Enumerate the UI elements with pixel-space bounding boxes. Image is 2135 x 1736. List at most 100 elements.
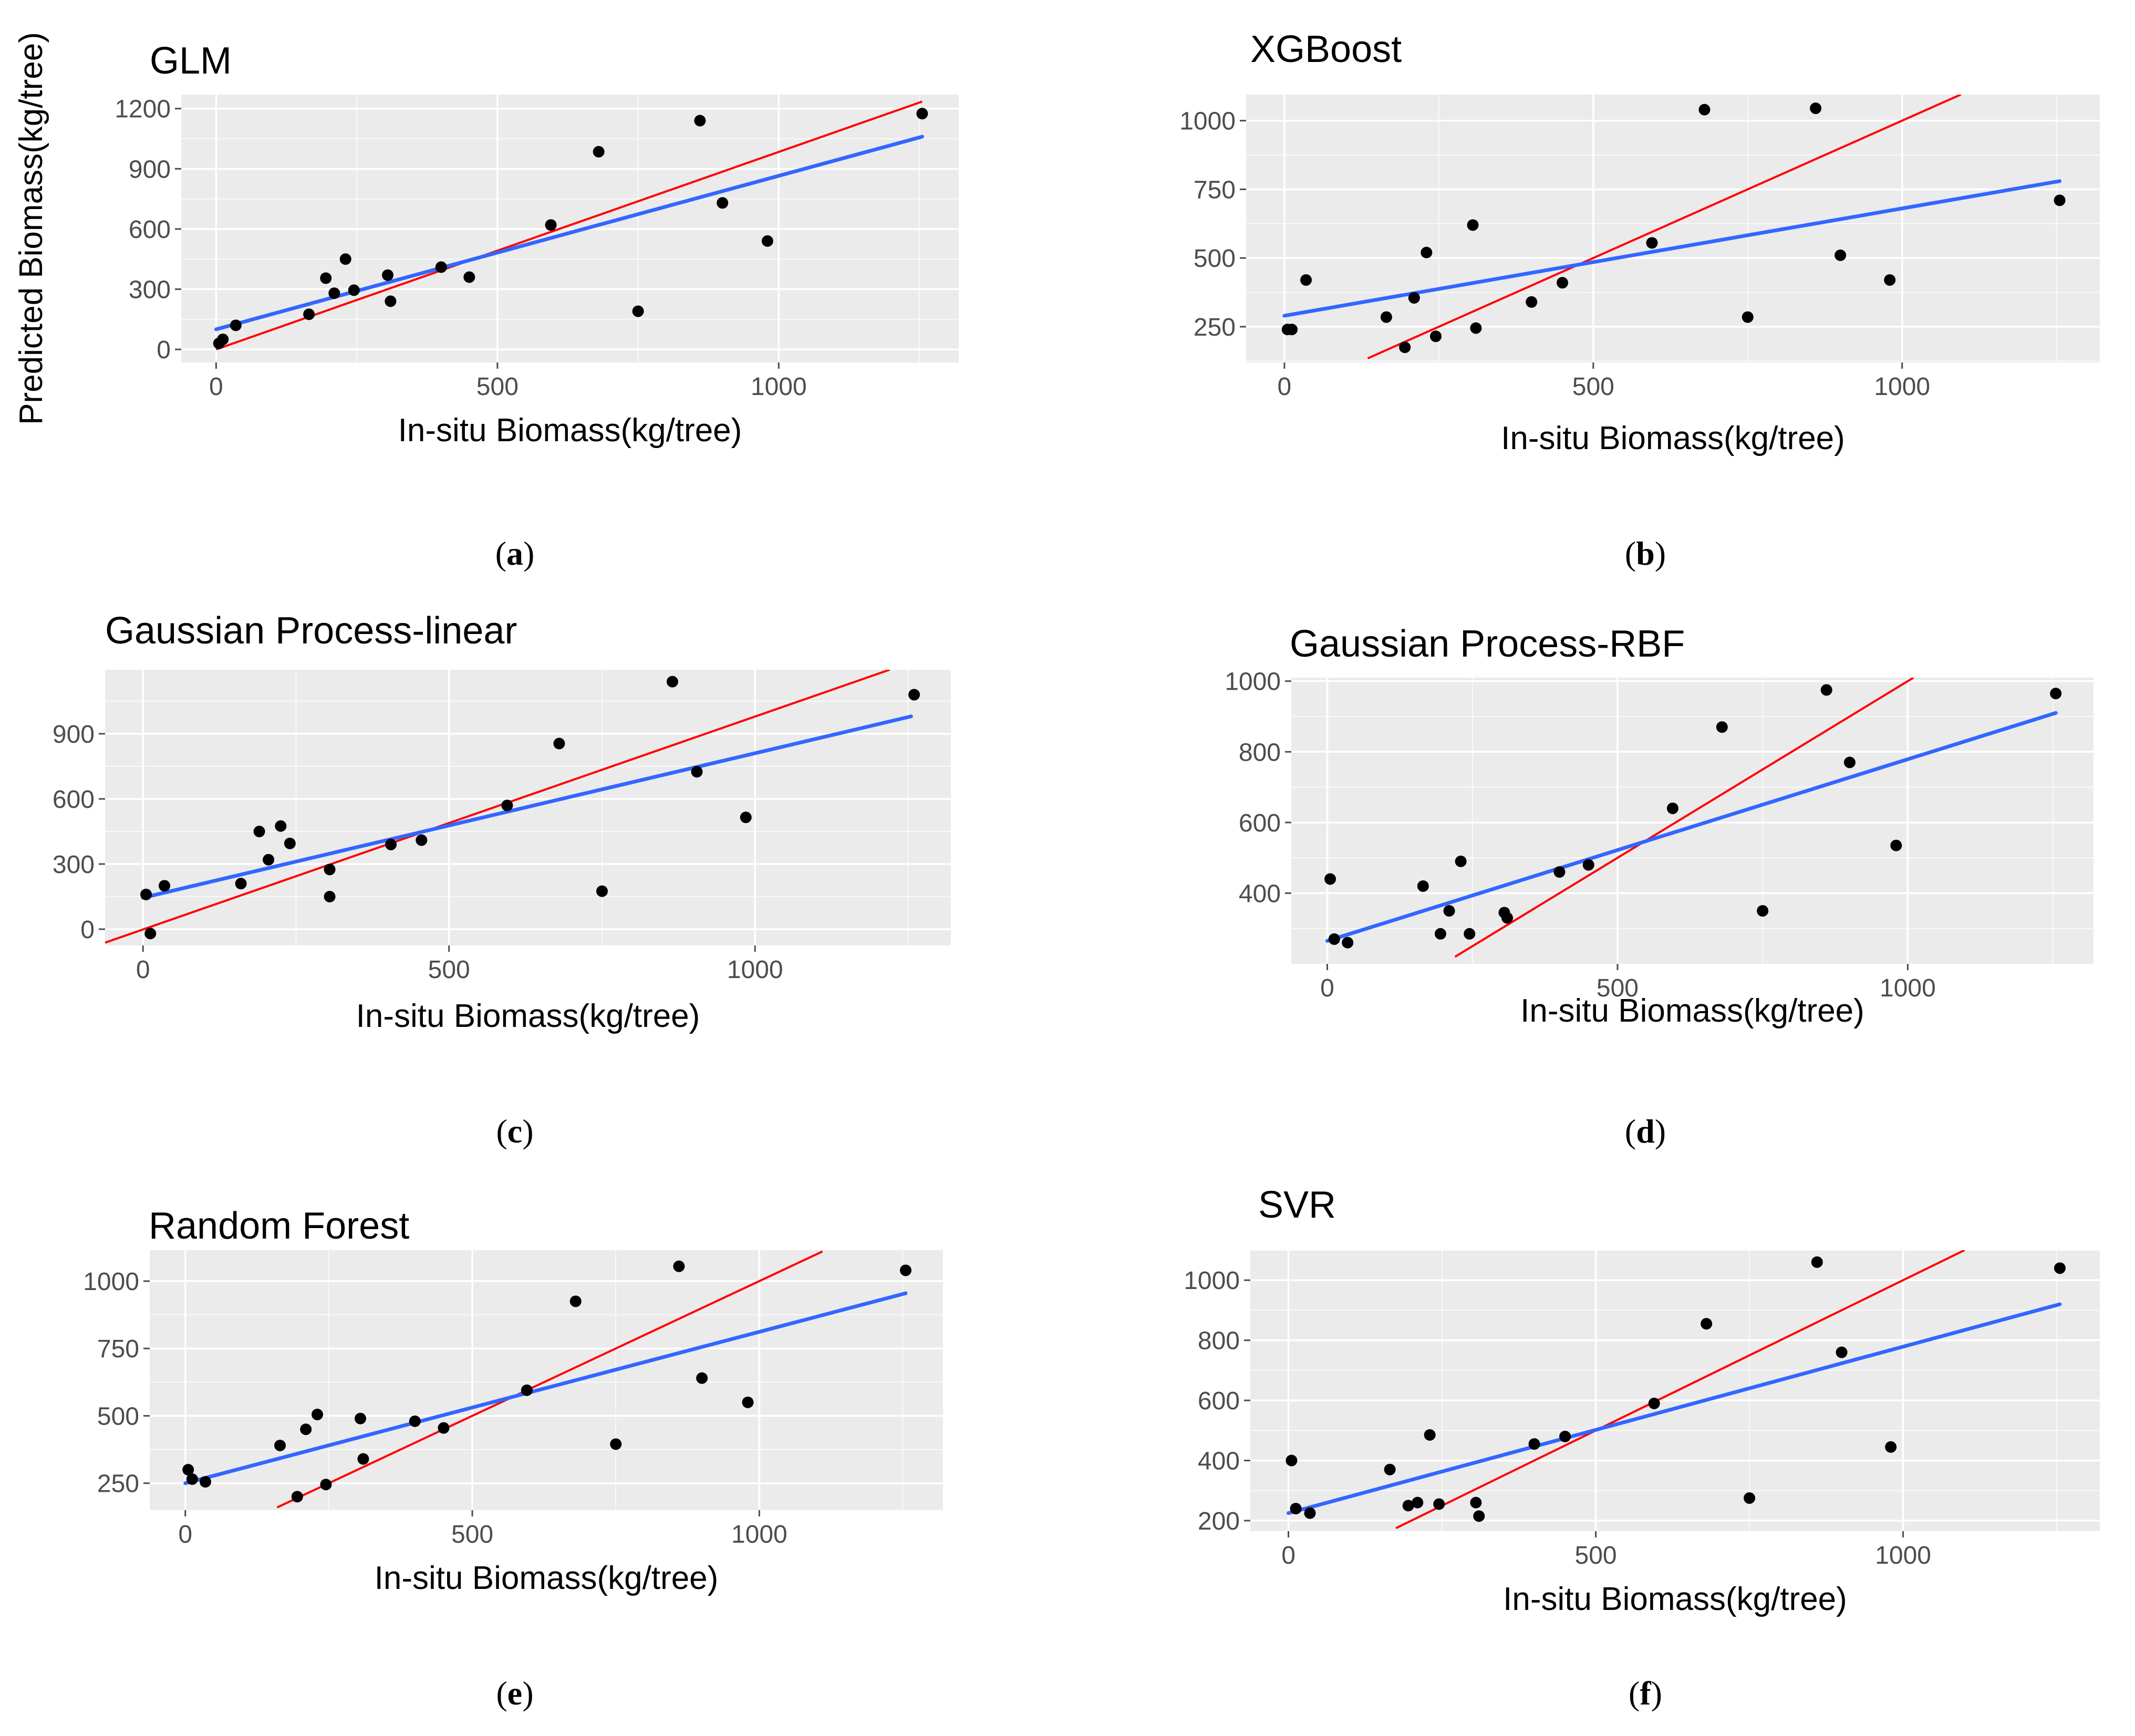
- y-tick-label: 500: [1194, 245, 1236, 273]
- data-point: [284, 837, 296, 849]
- x-tick-label: 500: [1597, 974, 1639, 1002]
- data-point: [1557, 277, 1569, 289]
- y-tick-label: 1200: [115, 96, 171, 123]
- data-point: [1716, 721, 1728, 733]
- data-point: [1342, 937, 1354, 949]
- data-point: [1666, 802, 1678, 814]
- x-tick-label: 500: [428, 956, 470, 984]
- panels-group: 0 500 1000 0 300 600 900 1200 GLM In-situ Biomass…: [13, 28, 2100, 1712]
- chart-panel-6: 0 500 1000 200 400 600 800 1000 SVR In-situ Bioma…: [1184, 1184, 2100, 1712]
- data-point: [596, 885, 608, 897]
- y-tick-label: 200: [1198, 1508, 1240, 1535]
- x-tick-label: 1000: [751, 373, 807, 401]
- data-point: [1434, 928, 1446, 940]
- x-axis-label: In-situ Biomass(kg/tree): [356, 998, 700, 1034]
- data-point: [1402, 1500, 1414, 1512]
- data-point: [1553, 866, 1566, 878]
- data-point: [1885, 1441, 1897, 1453]
- regression-line: [1287, 1302, 2062, 1515]
- y-tick-label: 600: [1198, 1387, 1240, 1415]
- plot-background: [1291, 678, 2093, 964]
- data-point: [438, 1422, 450, 1434]
- data-point: [291, 1491, 303, 1503]
- y-tick-label: 750: [97, 1335, 139, 1363]
- regression-line: [1325, 711, 2058, 943]
- x-axis-label: In-situ Biomass(kg/tree): [1520, 993, 1864, 1029]
- data-point: [1467, 219, 1479, 231]
- x-axis-label: In-situ Biomass(kg/tree): [375, 1560, 719, 1596]
- chart-title: XGBoost: [1250, 28, 1402, 70]
- lines-group: [1287, 1250, 2062, 1530]
- data-point: [1464, 928, 1476, 940]
- data-point: [1328, 933, 1340, 945]
- data-point: [545, 219, 557, 231]
- data-point: [1424, 1429, 1436, 1441]
- y-tick-label: 1000: [1179, 108, 1236, 136]
- data-point: [717, 197, 729, 209]
- panel-caption: (a): [495, 535, 535, 572]
- data-point: [1286, 1454, 1298, 1467]
- data-point: [1412, 1496, 1424, 1509]
- chart-title: Random Forest: [149, 1205, 409, 1247]
- data-point: [1884, 274, 1896, 286]
- data-point: [217, 334, 229, 346]
- x-tick-label: 500: [1572, 373, 1614, 401]
- data-point: [324, 890, 336, 902]
- data-point: [1399, 341, 1411, 354]
- chart-title: GLM: [150, 40, 232, 82]
- y-tick-label: 900: [53, 721, 95, 749]
- data-point: [761, 235, 773, 247]
- identity-line: [1395, 1250, 1965, 1530]
- data-point: [235, 878, 247, 890]
- chart-panel-1: 0 500 1000 0 300 600 900 1200 GLM In-situ Biomass…: [13, 32, 959, 572]
- data-point: [1582, 859, 1594, 871]
- identity-line: [215, 100, 923, 351]
- data-point: [144, 928, 157, 940]
- data-point: [2054, 1262, 2066, 1274]
- y-tick-label: 400: [1239, 880, 1281, 908]
- data-point: [253, 825, 265, 837]
- x-axis-label: In-situ Biomass(kg/tree): [1501, 420, 1845, 456]
- data-point: [186, 1473, 198, 1485]
- data-point: [1286, 324, 1298, 336]
- y-tick-label: 750: [1194, 176, 1236, 204]
- x-tick-label: 0: [209, 373, 223, 401]
- data-point: [569, 1295, 582, 1307]
- data-point: [1528, 1438, 1540, 1450]
- y-tick-label: 300: [53, 851, 95, 879]
- chart-title: SVR: [1258, 1184, 1336, 1226]
- data-point: [1443, 905, 1455, 917]
- data-point: [357, 1453, 369, 1465]
- data-point: [666, 675, 678, 688]
- panel-caption: (e): [496, 1675, 533, 1712]
- data-point: [435, 261, 447, 273]
- x-tick-label: 0: [136, 956, 150, 984]
- data-point: [463, 271, 475, 283]
- data-point: [1810, 102, 1822, 115]
- data-point: [1470, 1496, 1482, 1509]
- data-point: [1646, 237, 1658, 249]
- data-point: [354, 1412, 366, 1425]
- data-point: [908, 689, 920, 701]
- data-point: [740, 812, 752, 824]
- data-point: [1455, 855, 1467, 867]
- y-tick-label: 1000: [1225, 668, 1281, 696]
- data-point: [1559, 1430, 1571, 1442]
- data-point: [1890, 839, 1902, 851]
- data-point: [1526, 296, 1538, 308]
- data-point: [320, 1479, 332, 1491]
- data-point: [385, 295, 397, 307]
- y-tick-label: 900: [129, 155, 171, 183]
- data-point: [1304, 1507, 1316, 1519]
- data-point: [553, 737, 565, 750]
- x-axis-label: In-situ Biomass(kg/tree): [398, 412, 742, 449]
- y-tick-label: 1000: [83, 1268, 139, 1296]
- data-point: [696, 1372, 708, 1384]
- data-point: [274, 1439, 286, 1451]
- data-point: [1698, 103, 1711, 116]
- plot-background: [1246, 95, 2100, 362]
- data-point: [324, 864, 336, 876]
- data-point: [1384, 1463, 1396, 1475]
- data-point: [328, 287, 340, 299]
- data-point: [899, 1264, 911, 1276]
